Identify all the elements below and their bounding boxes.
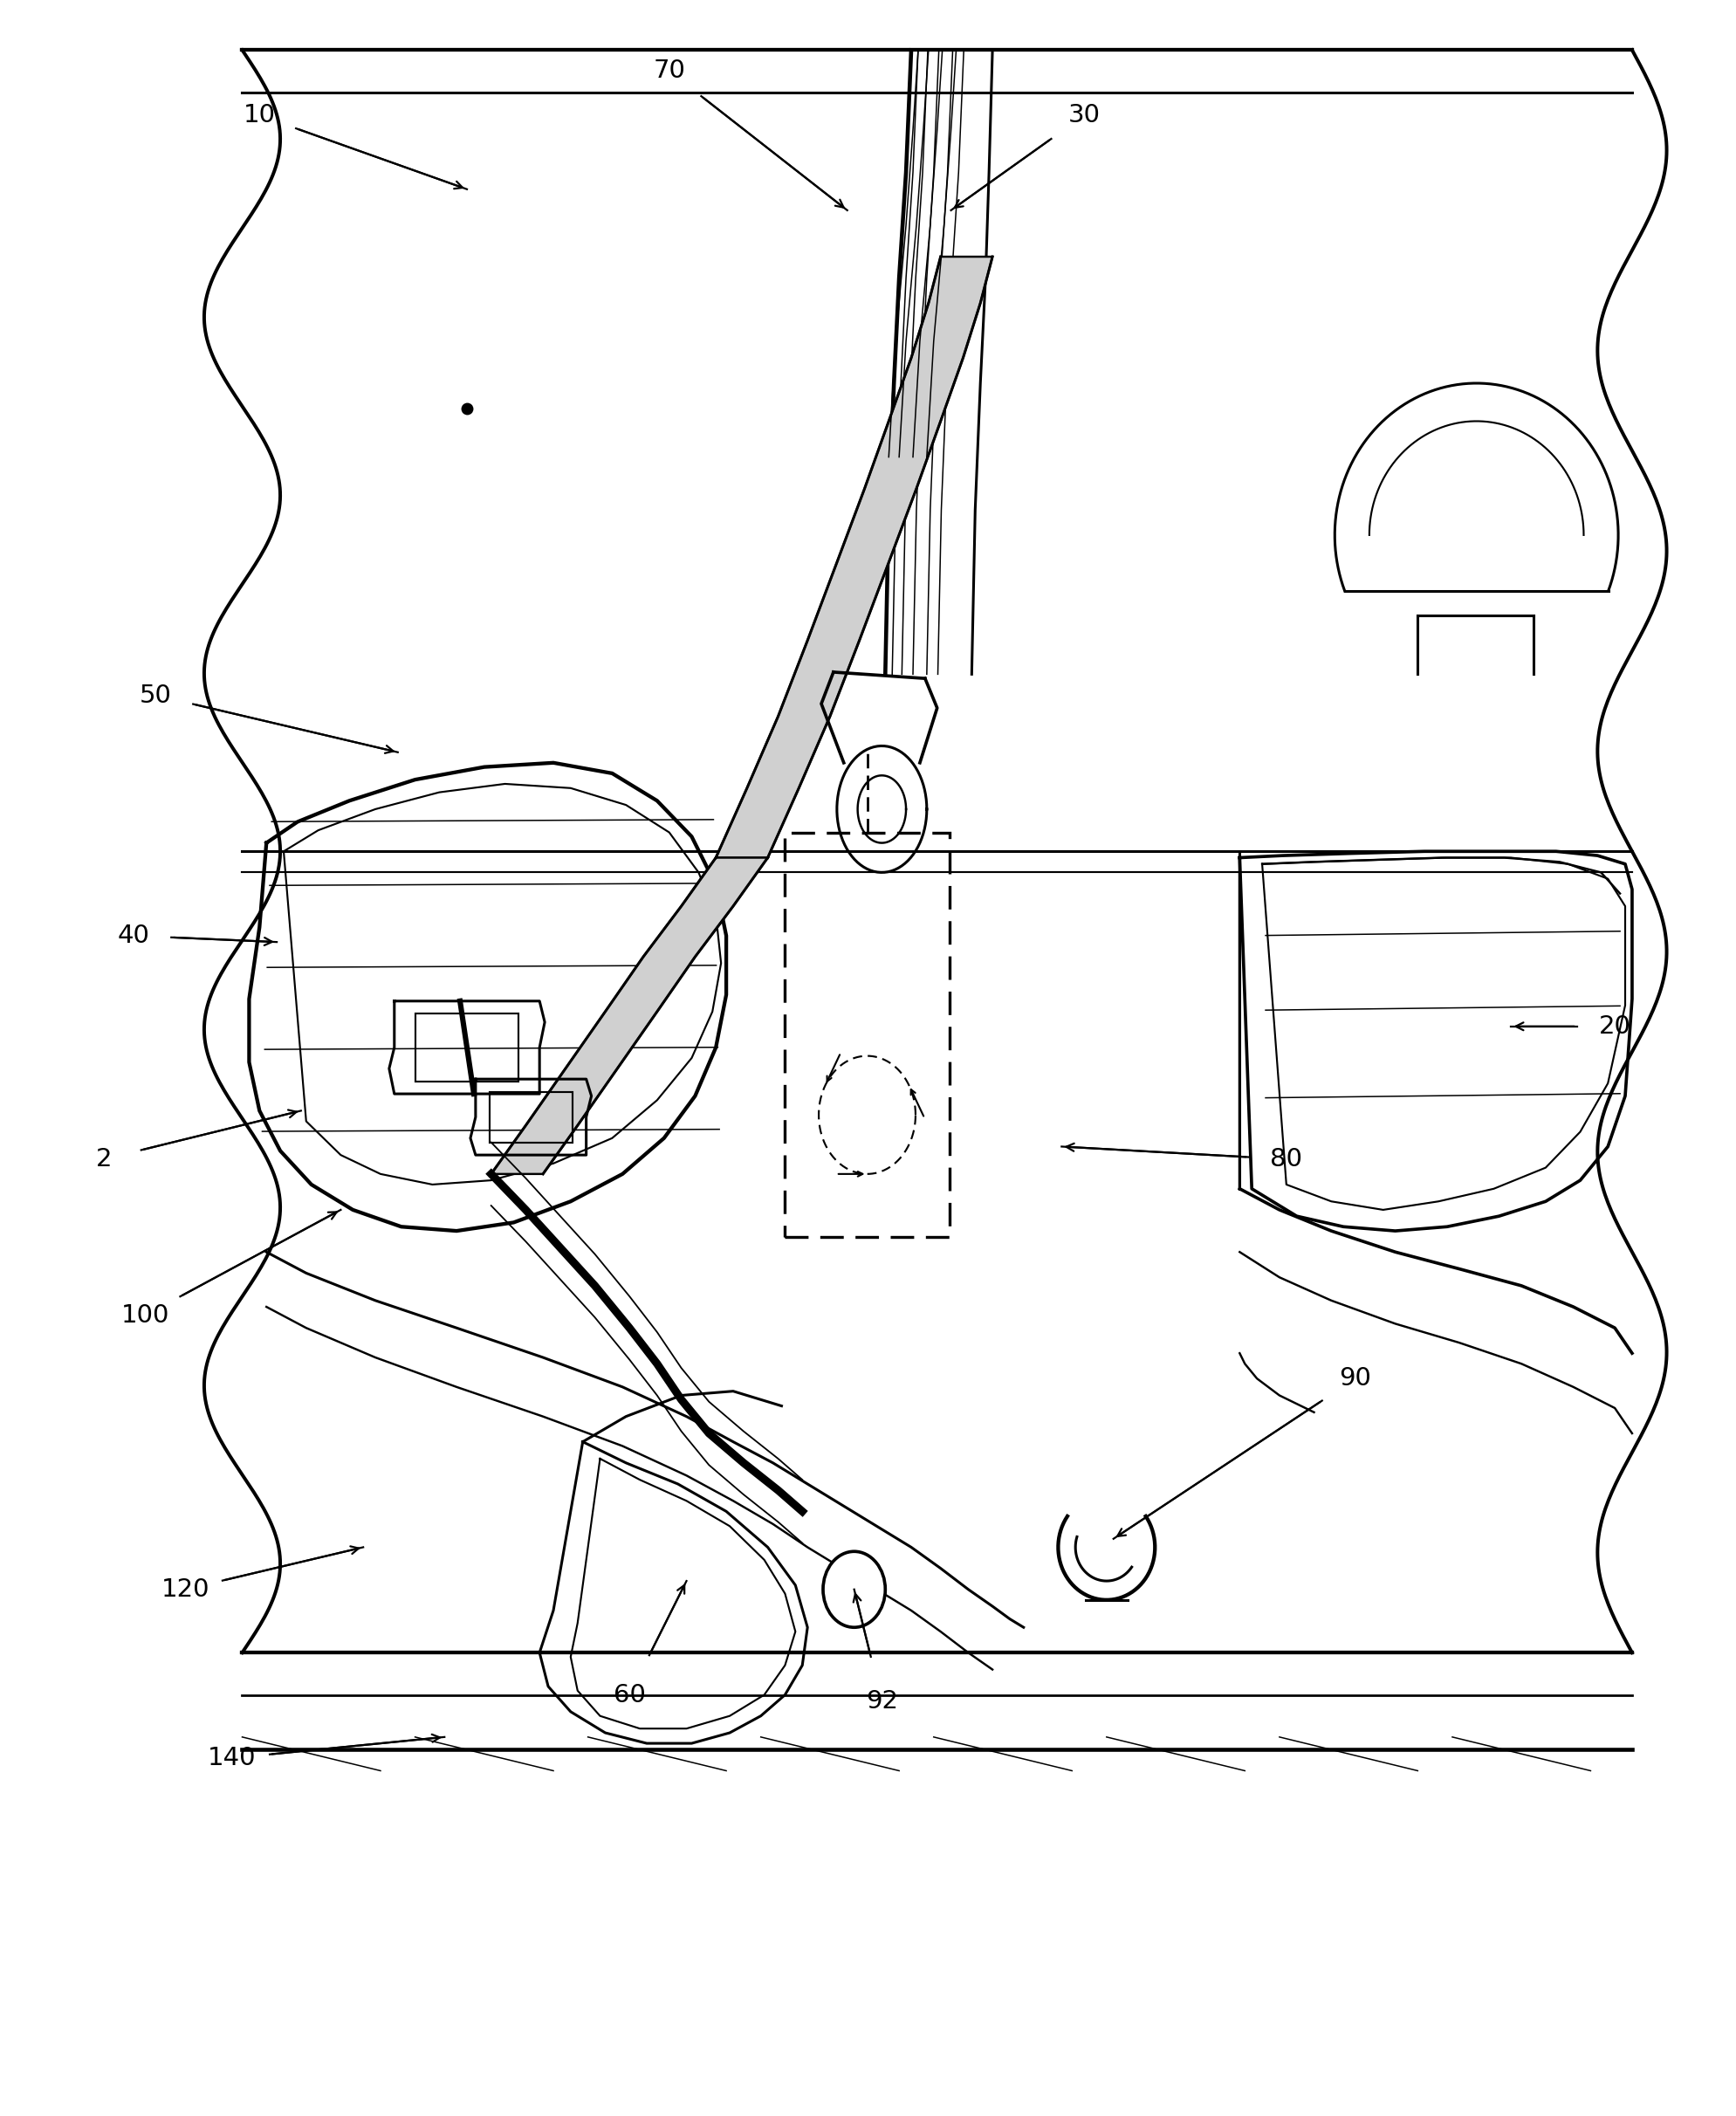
Text: 30: 30 bbox=[1068, 104, 1101, 127]
Circle shape bbox=[823, 1551, 885, 1627]
Text: 92: 92 bbox=[866, 1689, 898, 1714]
Text: 50: 50 bbox=[139, 683, 172, 707]
Text: 20: 20 bbox=[1599, 1014, 1630, 1039]
Text: 80: 80 bbox=[1271, 1147, 1302, 1172]
Text: 90: 90 bbox=[1340, 1367, 1371, 1390]
Text: 2: 2 bbox=[95, 1147, 113, 1172]
Text: 10: 10 bbox=[243, 104, 276, 127]
Text: 140: 140 bbox=[208, 1746, 255, 1771]
Text: 120: 120 bbox=[161, 1576, 210, 1602]
Text: 60: 60 bbox=[613, 1682, 646, 1708]
Text: 40: 40 bbox=[118, 923, 149, 948]
Polygon shape bbox=[715, 256, 993, 857]
Polygon shape bbox=[491, 857, 767, 1174]
Bar bbox=[490, 1092, 573, 1143]
Bar bbox=[415, 1014, 519, 1081]
Text: 100: 100 bbox=[122, 1303, 170, 1327]
Text: 70: 70 bbox=[653, 59, 686, 83]
Bar bbox=[785, 832, 950, 1238]
